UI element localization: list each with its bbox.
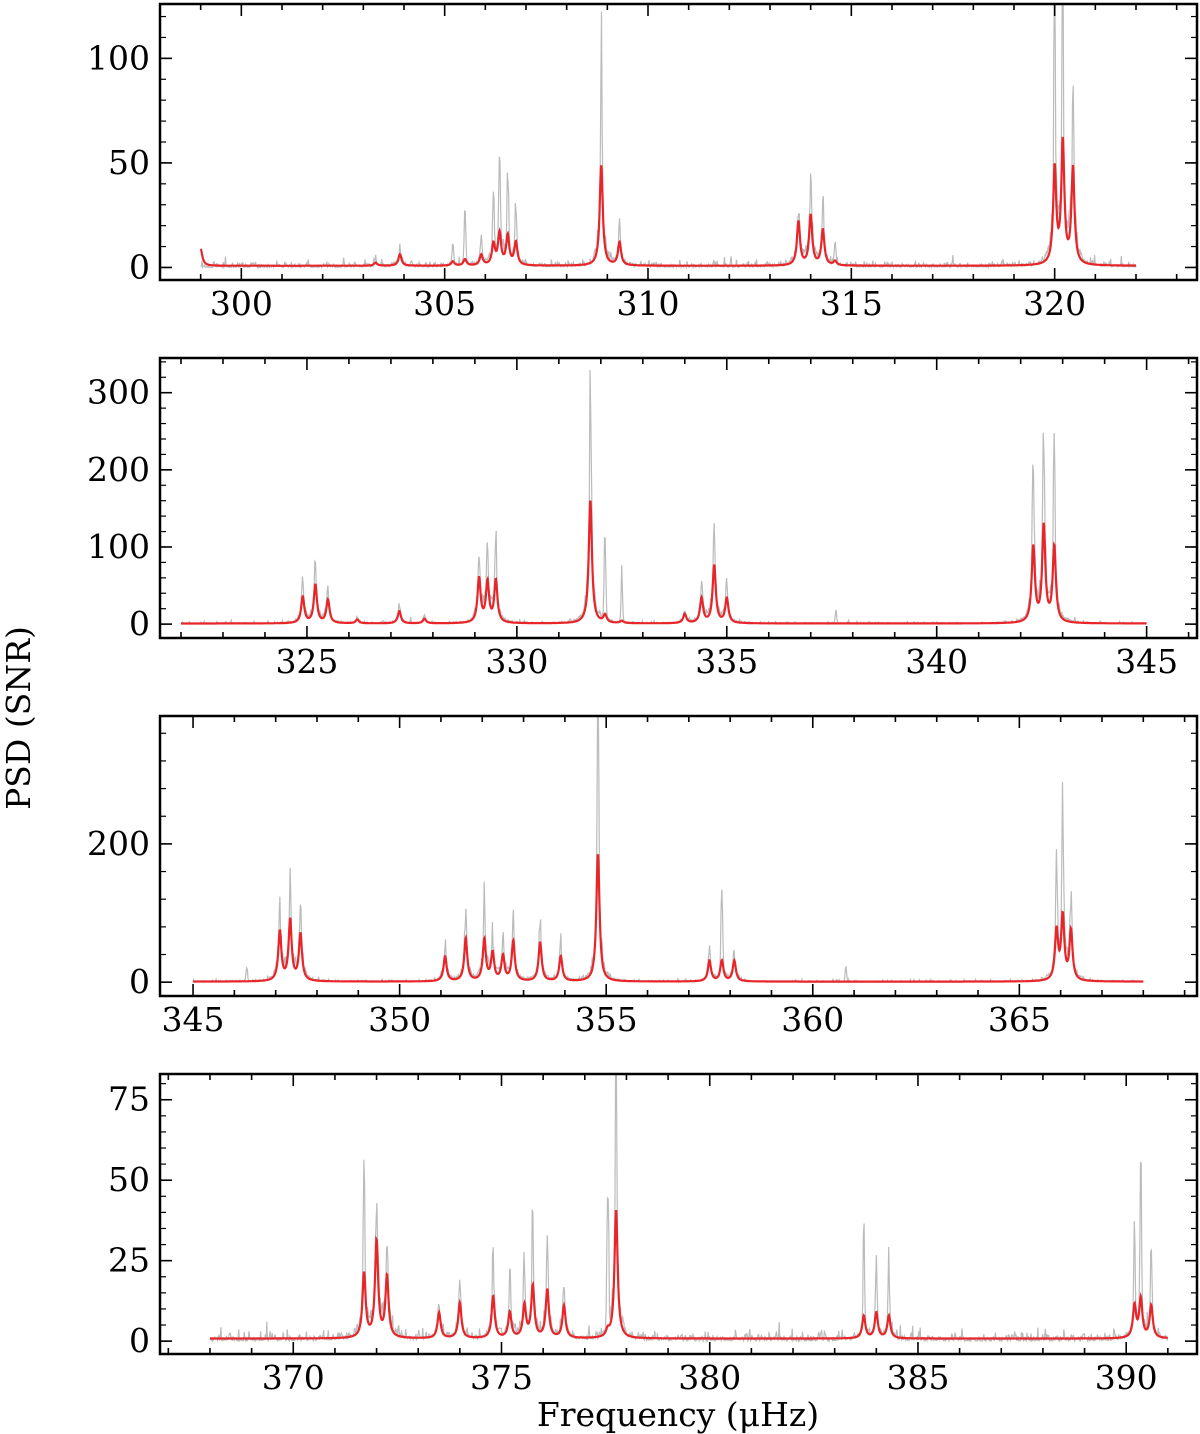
panel-2: 325 330 335 340 345 0 100 200 300 [87, 356, 1199, 681]
x-tick-label: 325 [275, 642, 338, 681]
x-axis-label: Frequency (μHz) [537, 1395, 819, 1434]
y-axis-label: PSD (SNR) [0, 626, 38, 810]
y-tick-label: 200 [87, 450, 150, 489]
observed-spectrum-2 [180, 369, 1148, 626]
axes-frame-4 [158, 1072, 1199, 1356]
axes-frame-1 [158, 2, 1199, 282]
x-tick-label: 335 [695, 642, 758, 681]
model-fit-4 [210, 1209, 1169, 1340]
x-tick-label: 355 [575, 1000, 638, 1039]
model-fit-3 [193, 854, 1144, 983]
model-fit-1 [199, 136, 1136, 267]
x-tick-label: 315 [820, 284, 883, 323]
x-tick-label: 345 [162, 1000, 225, 1039]
x-tick-label: 380 [678, 1358, 741, 1397]
x-tick-label: 320 [1023, 284, 1086, 323]
model-fit-2 [181, 500, 1147, 625]
panels-layer: 300 305 310 315 320 0 50 100 325 330 335 340 345 0 100… [87, 2, 1199, 1397]
x-tick-label: 330 [485, 642, 548, 681]
panel-4: 370 375 380 385 390 0 25 50 75 [108, 1072, 1199, 1397]
axes-frame-2 [158, 356, 1199, 640]
observed-spectrum-1 [200, 4, 1137, 270]
y-tick-label: 25 [108, 1241, 150, 1280]
panel-3: 345 350 355 360 365 0 200 [87, 714, 1199, 1039]
y-tick-label: 100 [87, 527, 150, 566]
x-tick-label: 345 [1115, 642, 1178, 681]
y-tick-label: 300 [87, 373, 150, 412]
x-tick-label: 305 [413, 284, 476, 323]
x-tick-label: 375 [470, 1358, 533, 1397]
x-tick-label: 365 [988, 1000, 1051, 1039]
observed-spectrum-4 [209, 1074, 1169, 1344]
x-tick-label: 385 [886, 1358, 949, 1397]
y-tick-label: 100 [87, 38, 150, 77]
y-tick-label: 0 [129, 962, 150, 1001]
observed-spectrum-3 [192, 716, 1144, 984]
y-tick-label: 0 [129, 1321, 150, 1360]
x-tick-label: 390 [1095, 1358, 1158, 1397]
y-tick-label: 0 [129, 247, 150, 286]
y-tick-label: 200 [87, 824, 150, 863]
axes-frame-3 [158, 714, 1199, 998]
x-tick-label: 370 [262, 1358, 325, 1397]
x-tick-label: 300 [210, 284, 273, 323]
x-tick-label: 340 [905, 642, 968, 681]
panel-1: 300 305 310 315 320 0 50 100 [87, 2, 1199, 323]
y-tick-label: 75 [108, 1080, 150, 1119]
y-tick-label: 50 [108, 1160, 150, 1199]
x-tick-label: 360 [781, 1000, 844, 1039]
y-tick-label: 0 [129, 604, 150, 643]
x-tick-label: 310 [617, 284, 680, 323]
x-tick-label: 350 [368, 1000, 431, 1039]
y-tick-label: 50 [108, 143, 150, 182]
